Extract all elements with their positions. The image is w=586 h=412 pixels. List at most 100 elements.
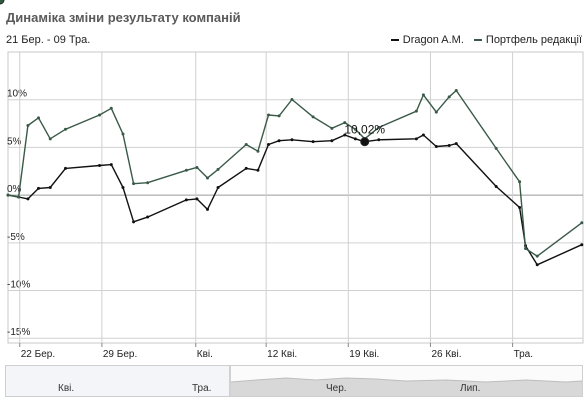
data-point	[216, 167, 220, 171]
data-point	[454, 89, 458, 93]
navigator-label-apr: Кві.	[58, 383, 75, 394]
data-point	[146, 215, 150, 219]
data-point	[205, 207, 209, 211]
data-point	[244, 166, 248, 170]
data-point	[580, 243, 584, 247]
data-point	[580, 221, 584, 225]
data-point	[37, 116, 41, 120]
data-point	[343, 121, 347, 125]
data-point	[343, 133, 347, 137]
data-point	[184, 198, 188, 202]
navigator-label-jul: Лип.	[460, 383, 481, 394]
data-point	[277, 139, 281, 143]
data-point	[109, 106, 113, 110]
data-point	[132, 220, 136, 224]
data-point	[454, 142, 458, 146]
data-point	[267, 113, 271, 117]
legend-item-dragon[interactable]: Dragon A.M.	[390, 34, 464, 46]
data-point	[267, 143, 271, 147]
data-point	[434, 110, 438, 114]
data-point	[290, 98, 294, 102]
x-tick-label: Кві.	[197, 349, 213, 360]
data-point	[353, 137, 357, 141]
data-point	[26, 123, 30, 127]
x-tick-label: 29 Бер.	[103, 349, 137, 360]
data-point	[421, 133, 425, 137]
data-point	[518, 180, 522, 184]
legend-line-icon	[473, 39, 482, 41]
data-point	[434, 144, 438, 148]
data-point	[414, 109, 418, 113]
data-point	[535, 263, 539, 267]
data-point	[256, 149, 260, 153]
data-point	[277, 114, 281, 118]
legend-item-portfolio[interactable]: Портфель редакції	[473, 34, 582, 46]
date-range: 21 Бер. - 09 Тра.	[6, 34, 91, 46]
data-point	[98, 164, 102, 168]
legend-line-icon	[390, 39, 399, 41]
data-point	[132, 182, 136, 186]
data-point	[48, 185, 52, 189]
data-point	[330, 139, 334, 143]
navigator-area	[6, 366, 582, 396]
data-point	[353, 127, 357, 131]
data-point	[64, 166, 67, 170]
legend: Dragon A.M. Портфель редакції	[390, 34, 582, 46]
y-tick-label: -15%	[7, 327, 30, 338]
data-point	[535, 254, 539, 258]
y-tick-label: 10%	[7, 89, 27, 100]
highlight-point	[360, 137, 370, 147]
data-point	[146, 181, 150, 185]
data-point	[421, 93, 425, 97]
data-point	[109, 163, 113, 167]
legend-label: Dragon A.M.	[402, 34, 464, 46]
data-point	[414, 137, 418, 141]
legend-label: Портфель редакції	[485, 34, 582, 46]
data-point	[311, 140, 315, 144]
data-point	[494, 146, 498, 150]
x-tick-label: 19 Кві.	[349, 349, 379, 360]
x-tick-label: Тра.	[514, 349, 533, 360]
data-point	[216, 185, 220, 189]
data-point	[184, 168, 188, 172]
highlight-point	[0, 0, 5, 5]
annotation-label: 10,96%	[0, 0, 21, 3]
y-tick-label: -5%	[7, 232, 25, 243]
data-point	[494, 185, 498, 189]
data-point	[330, 126, 334, 130]
data-point	[64, 127, 67, 131]
data-point	[48, 137, 52, 141]
data-point	[121, 132, 125, 136]
y-tick-label: -10%	[7, 280, 30, 291]
data-point	[37, 186, 41, 190]
data-point	[290, 138, 294, 142]
data-point	[524, 247, 527, 251]
navigator-label-jun: Чер.	[326, 383, 347, 394]
data-point	[447, 95, 451, 99]
series-line-1	[7, 134, 583, 266]
data-point	[377, 125, 381, 129]
data-point	[6, 193, 10, 197]
data-point	[311, 115, 315, 119]
data-point	[121, 185, 125, 189]
data-point	[518, 206, 522, 210]
y-tick-label: 0%	[7, 184, 22, 195]
x-tick-label: 26 Кві.	[431, 349, 461, 360]
data-point	[256, 168, 260, 172]
annotation-label: 10,02%	[344, 123, 385, 137]
y-tick-label: 5%	[7, 136, 22, 147]
data-point	[377, 138, 381, 142]
x-tick-label: 22 Бер.	[21, 349, 55, 360]
data-point	[205, 176, 209, 180]
data-point	[98, 113, 102, 117]
range-navigator[interactable]: Кві. Тра. Чер. Лип.	[5, 365, 583, 397]
navigator-label-may: Тра.	[192, 383, 212, 394]
series-line-2	[7, 89, 583, 257]
data-point	[244, 143, 248, 147]
x-tick-label: 12 Кві.	[267, 349, 297, 360]
plot-frame	[7, 51, 584, 344]
data-point	[17, 195, 21, 199]
data-point	[447, 144, 451, 148]
data-point	[195, 197, 199, 201]
